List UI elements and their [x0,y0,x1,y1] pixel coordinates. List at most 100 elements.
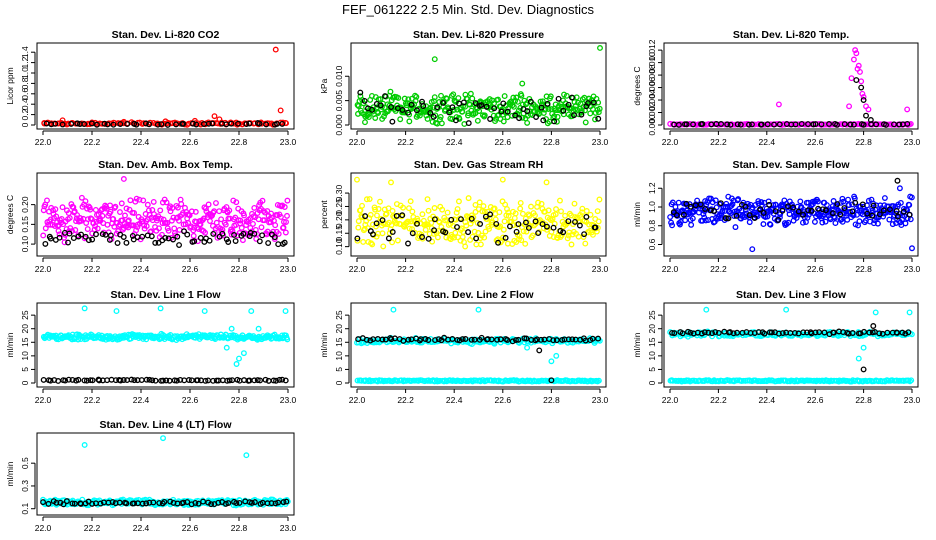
plot-frame [350,42,607,130]
data-point [594,224,601,231]
data-point [430,113,437,120]
y-tick-label: 1.4 [20,46,30,58]
panel-title: Stan. Dev. Gas Stream RH [414,159,543,171]
data-point [790,204,796,211]
data-point [510,222,517,229]
x-tick-label: 22.4 [759,395,776,405]
data-point [746,212,753,219]
data-point [254,231,260,237]
data-point [519,80,526,87]
data-point [262,376,269,383]
data-point [422,336,429,342]
data-point [247,229,254,236]
data-point [272,222,279,229]
data-point [399,212,406,219]
x-tick-label: 22.2 [397,264,414,274]
data-point [85,216,91,223]
data-point [831,214,838,221]
x-tick-label: 22.0 [35,395,52,405]
data-point [152,239,159,246]
data-point [501,218,508,225]
data-point [240,350,247,357]
data-point [42,240,49,247]
panel-6: Stan. Dev. Sample Flow 22.0 22.2 22.4 22.6 22… [632,159,921,274]
data-point [439,206,446,213]
data-point [525,225,532,231]
data-point [264,228,271,235]
data-point [192,500,199,506]
data-point [554,235,561,241]
x-tick-label: 23.0 [592,137,609,147]
data-point [515,221,522,228]
data-point [176,242,183,248]
data-point [488,336,495,343]
data-point [589,335,596,342]
data-point [164,121,171,128]
data-point [732,224,739,231]
data-point [529,232,536,239]
data-point [832,220,839,227]
data-point [364,225,371,232]
data-point [128,376,135,383]
data-point [178,201,185,208]
y-tick-label: 15 [334,337,344,347]
data-point [66,215,73,221]
y-tick-label: 0.008 [647,64,657,86]
data-point [192,208,199,215]
data-point [502,234,509,241]
data-point [251,377,258,384]
data-point [522,240,529,247]
data-point [688,221,695,228]
data-point [205,201,212,208]
data-point [184,499,191,505]
data-point [595,377,602,384]
data-point [405,109,411,116]
data-point [524,344,531,351]
data-point [675,377,682,384]
data-point [231,232,238,238]
data-point [59,204,66,211]
data-point [389,229,396,235]
data-point [597,45,603,51]
data-point [679,330,686,337]
data-point [585,100,591,107]
data-point [387,88,394,95]
data-point [431,94,438,101]
data-point [848,378,855,385]
y-axis-label: ml/min [632,332,642,357]
data-point [725,215,732,222]
data-point [565,218,572,225]
y-axis-label: kPa [319,78,329,93]
data-point [553,337,560,344]
data-point [78,194,85,201]
data-point [560,107,567,114]
data-point [480,203,487,210]
data-point [233,199,240,206]
x-tick-label: 22.4 [133,137,150,147]
x-tick-label: 22.4 [446,137,463,147]
data-point [112,203,119,210]
data-point [908,194,915,201]
data-point [826,121,832,127]
data-point [712,197,719,204]
data-point [860,366,867,373]
data-point [840,198,847,205]
data-point [896,185,903,192]
data-point [225,239,232,245]
data-point [258,224,265,231]
data-point [767,221,774,228]
data-point [472,100,479,106]
data-point [860,121,867,128]
data-point [366,196,373,202]
data-point [89,236,96,243]
data-point [484,336,491,343]
data-point [438,92,444,99]
data-point [180,499,187,506]
x-tick-label: 22.2 [710,264,727,274]
data-point [233,361,240,367]
data-point [400,337,407,344]
data-point [385,205,392,212]
data-point [425,235,432,242]
data-point [259,197,266,204]
data-point [500,226,507,233]
